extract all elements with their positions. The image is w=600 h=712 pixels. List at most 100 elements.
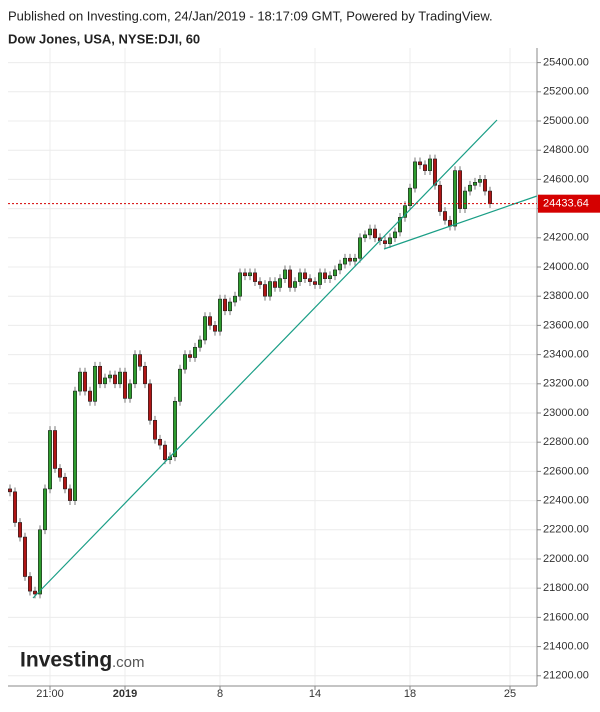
candle-body <box>128 383 133 399</box>
candle-body <box>138 354 143 367</box>
y-tick-label: 25000.00 <box>543 115 589 127</box>
last-price-label: 24433.64 <box>543 198 589 210</box>
candle-body <box>402 205 407 218</box>
candle-body <box>37 529 42 595</box>
candle-body <box>193 346 198 358</box>
candle-body <box>143 365 148 385</box>
candle-body <box>347 257 352 262</box>
published-note: Published on Investing.com, 24/Jan/2019 … <box>8 8 493 23</box>
x-tick-label: 25 <box>504 688 516 700</box>
candle-body <box>422 164 427 171</box>
candle-body <box>42 488 47 531</box>
trend-line <box>32 119 498 599</box>
candle-body <box>13 491 18 523</box>
y-tick-label: 21600.00 <box>543 611 589 623</box>
candle-body <box>88 390 93 402</box>
y-tick-label: 23600.00 <box>543 319 589 331</box>
candle-body <box>98 365 103 385</box>
y-tick-label: 21800.00 <box>543 582 589 594</box>
candle-body <box>73 390 78 501</box>
candle-body <box>367 228 372 236</box>
candle-body <box>357 237 362 259</box>
candle-body <box>332 269 337 277</box>
candle-body <box>322 272 327 279</box>
x-tick-label: 18 <box>404 688 416 700</box>
candle-body <box>93 365 98 402</box>
candle-body <box>267 281 272 297</box>
candle-body <box>277 278 282 288</box>
logo: Investing .com <box>20 649 145 672</box>
y-tick-label: 22400.00 <box>543 494 589 506</box>
candle-body <box>218 298 223 332</box>
candle-body <box>452 170 457 227</box>
chart-title: Dow Jones, USA, NYSE:DJI, 60 <box>8 31 200 46</box>
candle-body <box>228 301 233 312</box>
candle-body <box>27 576 32 592</box>
y-tick-label: 21200.00 <box>543 670 589 682</box>
candle-body <box>173 401 178 458</box>
y-tick-label: 23400.00 <box>543 348 589 360</box>
candle-body <box>392 231 397 239</box>
candle-body <box>108 374 113 379</box>
candle-body <box>442 211 447 221</box>
candle-body <box>432 158 437 186</box>
candle-body <box>427 158 432 171</box>
y-tick-label: 24000.00 <box>543 261 589 273</box>
candle-body <box>57 468 62 478</box>
candle-body <box>8 488 13 493</box>
candle-body <box>297 272 302 282</box>
y-tick-label: 24800.00 <box>543 144 589 156</box>
candle-body <box>83 371 88 392</box>
candle-body <box>213 325 218 332</box>
candle-body <box>482 179 487 192</box>
y-tick-label: 24200.00 <box>543 232 589 244</box>
candle-body <box>472 182 477 186</box>
candle-body <box>417 161 422 166</box>
candle-body <box>223 298 228 312</box>
y-tick-label: 22800.00 <box>543 436 589 448</box>
candle-body <box>198 339 203 348</box>
candle-body <box>233 295 238 303</box>
candle-body <box>188 354 193 358</box>
candle-body <box>183 354 188 370</box>
y-tick-label: 22600.00 <box>543 465 589 477</box>
candle-body <box>352 257 357 262</box>
candle-body <box>407 187 412 206</box>
candle-body <box>243 272 248 277</box>
candle-body <box>307 278 312 282</box>
candle-body <box>47 430 52 490</box>
candle-body <box>257 281 262 285</box>
candle-body <box>477 179 482 183</box>
candle-body <box>32 590 37 595</box>
candle-body <box>312 281 317 285</box>
candle-body <box>382 240 387 244</box>
candle-body <box>397 217 402 233</box>
x-tick-label: 2019 <box>113 688 137 700</box>
x-tick-label: 8 <box>217 688 223 700</box>
candle-body <box>317 272 322 285</box>
candle-body <box>208 316 213 326</box>
y-tick-label: 22200.00 <box>543 524 589 536</box>
y-tick-label: 25400.00 <box>543 57 589 69</box>
candle-body <box>133 354 138 385</box>
candle-body <box>327 275 332 279</box>
candle-body <box>158 438 163 446</box>
candle-body <box>153 419 158 440</box>
last-price-box <box>538 194 600 213</box>
logo-suffix: .com <box>112 654 145 671</box>
candle-body <box>462 190 467 209</box>
candle-body <box>113 374 118 385</box>
y-tick-label: 24600.00 <box>543 173 589 185</box>
candle-body <box>292 281 297 288</box>
candle-body <box>238 272 243 297</box>
candle-body <box>123 371 128 399</box>
candle-body <box>253 272 258 282</box>
candle-body <box>287 269 292 288</box>
candle-body <box>487 190 492 204</box>
candle-body <box>178 368 183 402</box>
candle-body <box>148 383 153 421</box>
x-tick-label: 14 <box>309 688 321 700</box>
y-tick-label: 23800.00 <box>543 290 589 302</box>
y-tick-label: 21400.00 <box>543 640 589 652</box>
candle-body <box>203 316 208 341</box>
